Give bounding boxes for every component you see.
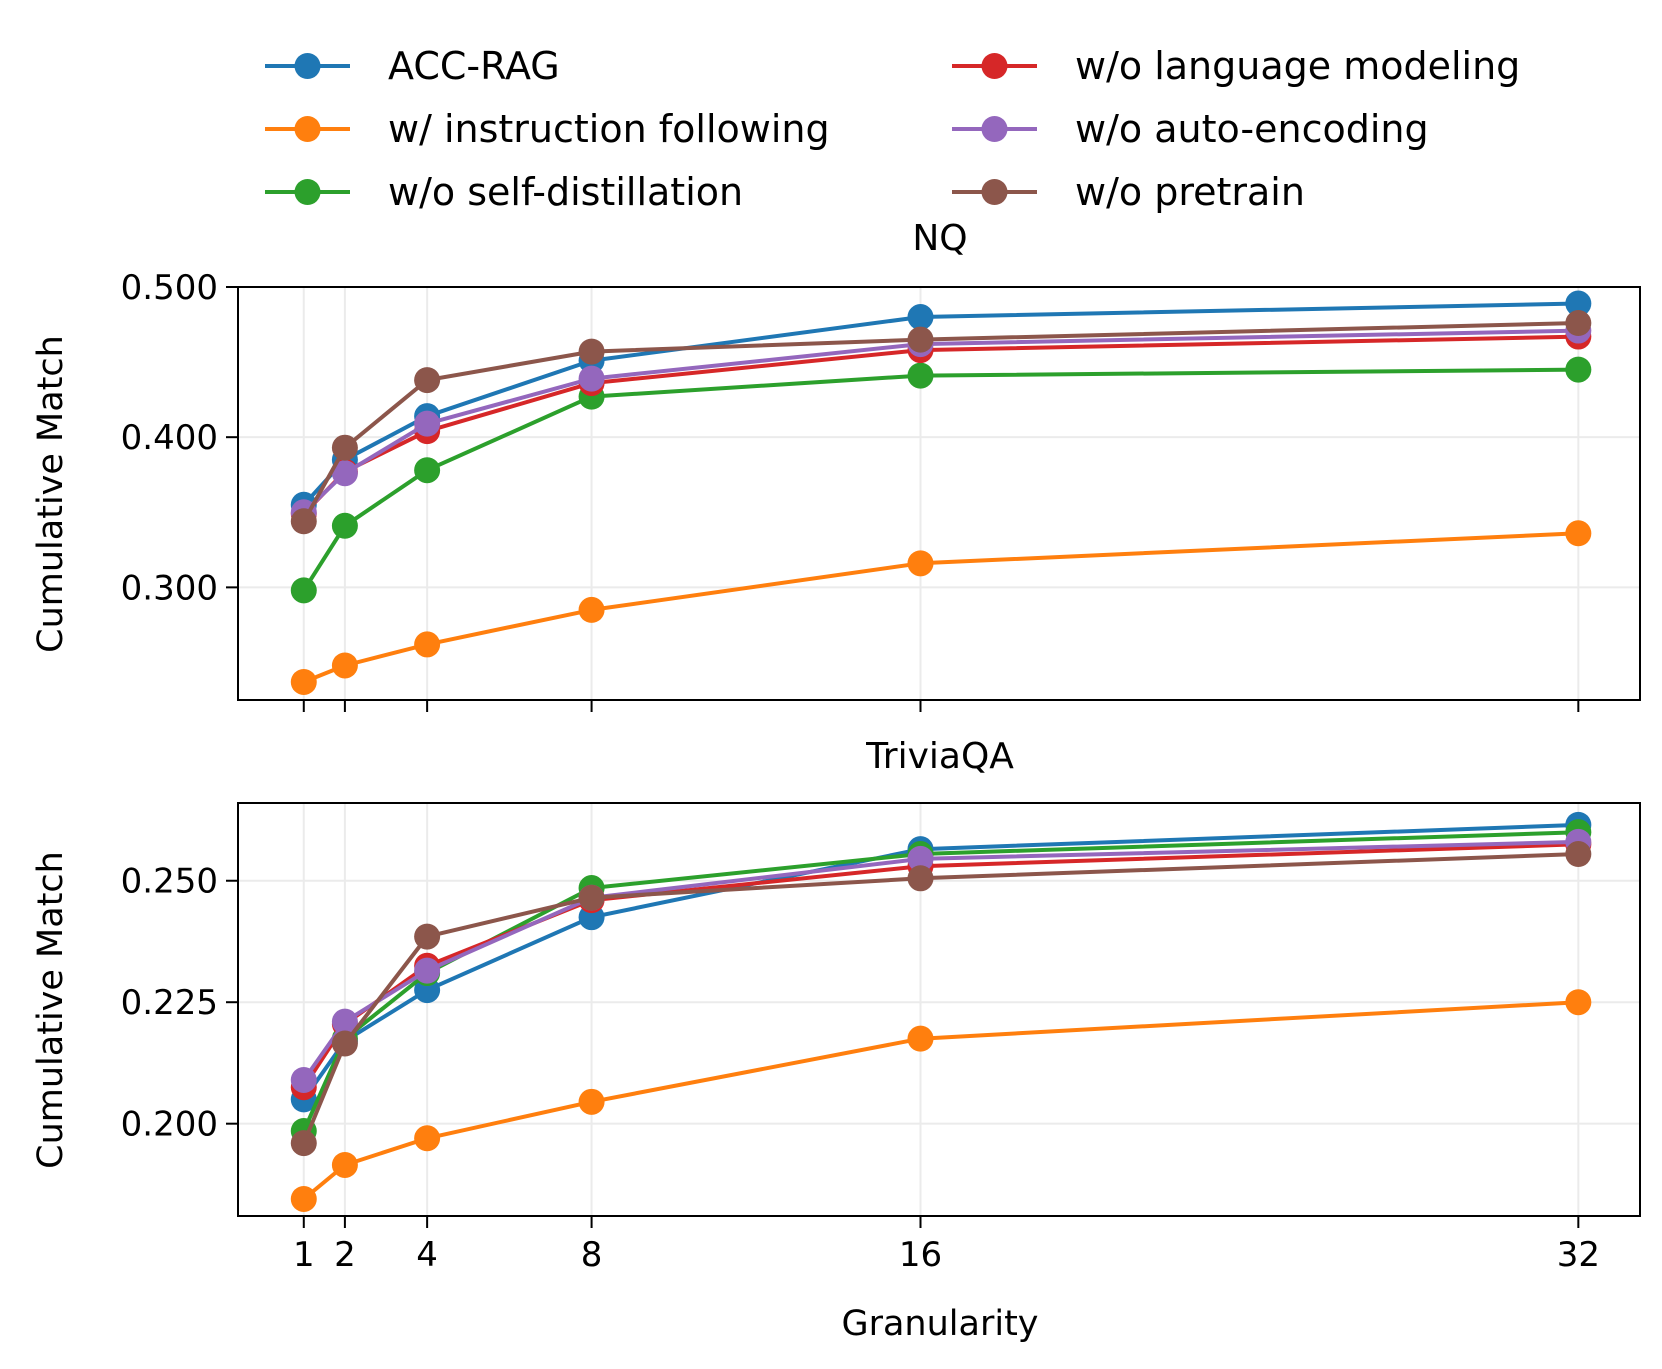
nq-point-w-instruction-following [331,652,358,679]
nq-point-w-o-auto-encoding [331,460,358,487]
nq-series [290,290,1592,695]
nq-point-w-instruction-following [414,631,441,658]
triviaqa-point-w-o-auto-encoding [414,957,441,984]
nq-point-w-o-pretrain [907,326,934,353]
legend-label-w-instruction-following: w/ instruction following [388,107,830,151]
legend-label-w-o-auto-encoding: w/o auto-encoding [1075,107,1429,151]
legend-label-w-o-language-modeling: w/o language modeling [1075,44,1520,88]
legend-marker-w-o-language-modeling [981,53,1008,79]
triviaqa-point-w-instruction-following [578,1088,605,1115]
triviaqa-grid [238,803,1640,1216]
nq-panel-title: NQ [912,218,967,259]
triviaqa-y-tick-label: 0.225 [121,983,218,1023]
triviaqa-point-w-instruction-following [414,1125,441,1152]
triviaqa-x-tick-label: 1 [293,1235,315,1275]
triviaqa-plot-frame [237,802,1641,1217]
triviaqa-y-axis-title: Cumulative Match [31,851,71,1169]
triviaqa-panel-title: TriviaQA [865,736,1014,777]
nq-point-w-o-auto-encoding [414,410,441,437]
nq-point-w-o-self-distillation [331,512,358,539]
triviaqa-x-tick-label: 2 [334,1235,356,1275]
triviaqa-point-w-o-auto-encoding [331,1008,358,1035]
triviaqa-point-w-o-pretrain [1565,841,1592,868]
legend-label-w-o-self-distillation: w/o self-distillation [388,170,743,214]
nq-point-w-instruction-following [578,596,605,623]
nq-plot-frame [237,286,1641,701]
triviaqa-point-w-o-pretrain [290,1130,317,1157]
triviaqa-point-w-instruction-following [907,1025,934,1052]
triviaqa-point-w-o-pretrain [578,884,605,911]
legend-label-acc-rag: ACC-RAG [388,44,560,88]
nq-point-acc-rag [1565,290,1592,317]
nq-y-tick-label: 0.500 [121,268,218,308]
triviaqa-point-w-o-auto-encoding [290,1066,317,1093]
nq-point-w-o-pretrain [578,338,605,365]
triviaqa-point-w-o-pretrain [331,1030,358,1057]
nq-y-tick-label: 0.400 [121,418,218,458]
nq-y-tick-label: 0.300 [121,568,218,608]
triviaqa-series [290,811,1592,1212]
legend-marker-acc-rag [294,53,321,79]
nq-series-line-w-o-pretrain [302,321,1579,523]
triviaqa-panel: TriviaQA 1 2 4 8 16 32 0.200 0.225 0.250 Cumulat… [31,736,1641,1344]
triviaqa-x-tick-label: 8 [581,1235,603,1275]
x-axis-title: Granularity [841,1304,1038,1344]
triviaqa-y-tick-label: 0.250 [121,862,218,902]
nq-point-w-instruction-following [290,668,317,695]
triviaqa-point-w-o-pretrain [414,923,441,950]
legend-marker-w-o-pretrain [981,179,1008,205]
nq-point-w-o-pretrain [1565,310,1592,337]
legend-marker-w-o-auto-encoding [981,116,1008,142]
triviaqa-series-line-w-o-pretrain [301,852,1579,1144]
nq-point-w-instruction-following [907,550,934,577]
triviaqa-point-w-instruction-following [331,1151,358,1178]
nq-point-w-o-pretrain [414,367,441,394]
legend: ACC-RAG w/ instruction following w/o self-… [265,44,1520,214]
nq-point-w-o-self-distillation [1565,356,1592,383]
triviaqa-axes: 1 2 4 8 16 32 0.200 0.225 0.250 [121,862,1600,1275]
nq-y-axis-title: Cumulative Match [31,335,71,653]
triviaqa-x-tick-label: 32 [1557,1235,1600,1275]
triviaqa-x-tick-label: 16 [899,1235,942,1275]
triviaqa-x-tick-label: 4 [416,1235,438,1275]
triviaqa-point-w-instruction-following [1565,989,1592,1016]
nq-point-w-instruction-following [1565,520,1592,547]
nq-point-w-o-pretrain [290,508,317,535]
nq-point-w-o-pretrain [331,434,358,461]
nq-point-w-o-self-distillation [414,457,441,484]
triviaqa-point-w-o-pretrain [907,865,934,892]
legend-label-w-o-pretrain: w/o pretrain [1075,170,1305,214]
nq-point-w-o-self-distillation [907,362,934,389]
nq-panel: NQ 0.300 0.400 0.500 Cumulative Match [31,218,1641,712]
legend-marker-w-o-self-distillation [294,179,321,205]
nq-axes: 0.300 0.400 0.500 [121,268,1580,712]
nq-point-w-o-self-distillation [290,577,317,604]
nq-point-acc-rag [907,304,934,331]
triviaqa-point-w-o-auto-encoding [907,845,934,872]
triviaqa-point-w-instruction-following [290,1185,317,1212]
legend-marker-w-instruction-following [294,116,321,142]
nq-point-w-o-auto-encoding [578,365,605,392]
triviaqa-y-tick-label: 0.200 [121,1105,218,1145]
